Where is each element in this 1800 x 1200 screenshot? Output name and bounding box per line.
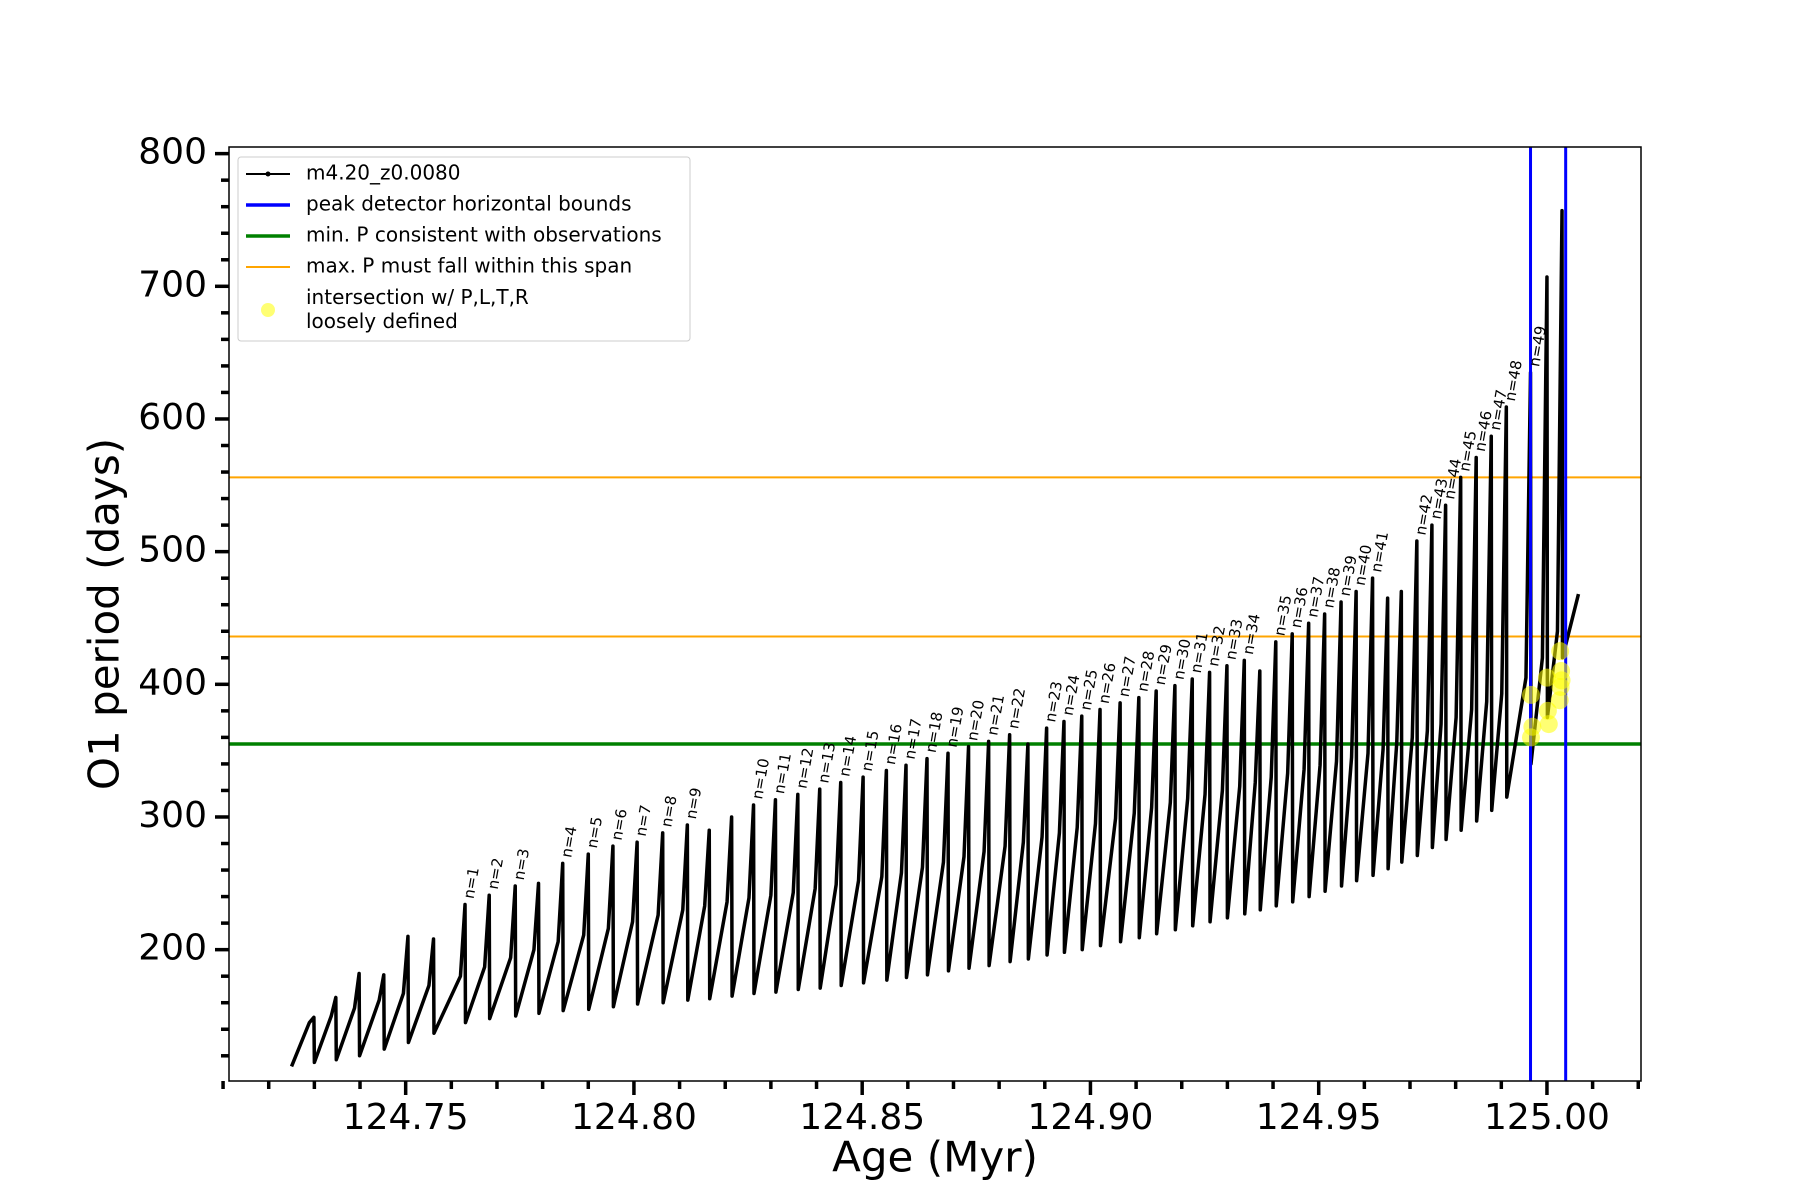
legend-box <box>237 156 691 342</box>
peak-label: n=17 <box>901 717 926 761</box>
peak-label: n=1 <box>460 866 483 900</box>
peak-label: n=3 <box>510 847 533 881</box>
legend-marker <box>261 303 275 317</box>
scatter-point <box>1537 668 1556 687</box>
peak-label: n=21 <box>983 693 1008 737</box>
x-tick-label: 124.80 <box>571 1097 697 1138</box>
y-tick-label: 600 <box>138 397 207 438</box>
x-tick-label: 124.95 <box>1256 1097 1382 1138</box>
peak-label: n=12 <box>792 746 817 790</box>
peak-label: n=34 <box>1239 612 1264 656</box>
peak-label: n=7 <box>632 803 655 837</box>
peak-label: n=8 <box>657 794 680 828</box>
peak-label: n=6 <box>608 807 631 841</box>
y-tick-label: 200 <box>138 928 207 969</box>
peak-label: n=22 <box>1004 687 1029 731</box>
y-tick-label: 400 <box>138 662 207 703</box>
legend-label: intersection w/ P,L,T,R loosely defined <box>306 285 529 333</box>
legend-label: max. P must fall within this span <box>306 254 632 278</box>
plot-area <box>229 147 1641 1081</box>
legend-label: peak detector horizontal bounds <box>306 192 632 216</box>
peak-label: n=2 <box>484 856 507 890</box>
y-axis-label: O1 period (days) <box>80 438 129 790</box>
peak-label: n=9 <box>682 786 705 820</box>
x-tick-label: 124.85 <box>799 1097 925 1138</box>
legend-dot <box>265 171 271 177</box>
peak-label: n=20 <box>963 698 988 742</box>
data-line <box>289 208 1581 1068</box>
scatter-point <box>1551 642 1570 661</box>
legend-label: m4.20_z0.0080 <box>306 161 461 185</box>
scatter-point <box>1523 717 1542 736</box>
peak-label: n=18 <box>922 710 947 754</box>
peak-label: n=5 <box>583 815 606 849</box>
peak-label: n=41 <box>1367 530 1392 574</box>
plot-frame <box>228 146 1642 1082</box>
x-tick-label: 124.75 <box>343 1097 469 1138</box>
peak-label: n=48 <box>1501 359 1526 403</box>
y-tick-label: 300 <box>138 795 207 836</box>
scatter-point <box>1521 685 1540 704</box>
peak-label: n=11 <box>770 752 795 796</box>
peak-label: n=26 <box>1095 661 1120 705</box>
x-tick-label: 125.00 <box>1484 1097 1610 1138</box>
y-tick-label: 500 <box>138 530 207 571</box>
scatter-point <box>1552 671 1571 690</box>
peak-label: n=14 <box>835 734 860 778</box>
peak-label: n=19 <box>943 705 968 749</box>
scatter-point <box>1539 715 1558 734</box>
x-axis-label: Age (Myr) <box>832 1133 1038 1182</box>
y-tick-label: 800 <box>138 132 207 173</box>
y-tick-label: 700 <box>138 264 207 305</box>
peak-label: n=13 <box>814 741 839 785</box>
x-tick-label: 124.90 <box>1027 1097 1153 1138</box>
peak-label: n=15 <box>858 729 883 773</box>
scatter-point <box>1538 701 1557 720</box>
peak-label: n=4 <box>557 825 580 859</box>
peak-label: n=10 <box>748 757 773 801</box>
scatter-point <box>1550 691 1569 710</box>
legend-label: min. P consistent with observations <box>306 223 662 247</box>
